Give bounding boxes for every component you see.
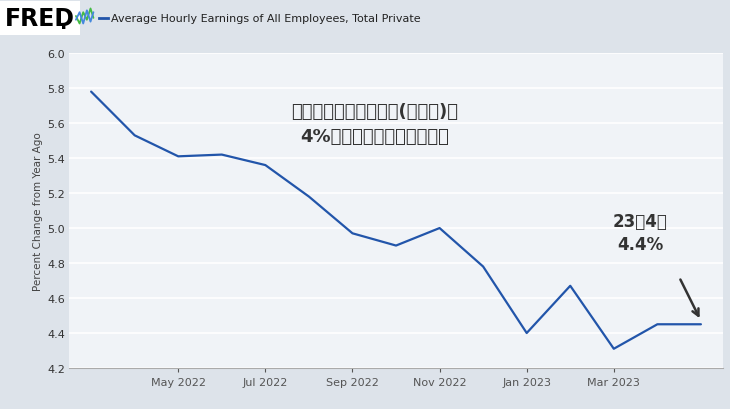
Y-axis label: Percent Change from Year Ago: Percent Change from Year Ago (33, 132, 43, 290)
Text: 23年4月
4.4%: 23年4月 4.4% (612, 213, 667, 253)
FancyBboxPatch shape (0, 2, 80, 36)
Text: アメリカの賃金上昇率(前年比)は
4%前半で下げ止まっている: アメリカの賃金上昇率(前年比)は 4%前半で下げ止まっている (291, 102, 458, 145)
Text: FRED: FRED (5, 7, 75, 31)
Text: .: . (60, 14, 67, 33)
Text: Average Hourly Earnings of All Employees, Total Private: Average Hourly Earnings of All Employees… (111, 14, 420, 24)
